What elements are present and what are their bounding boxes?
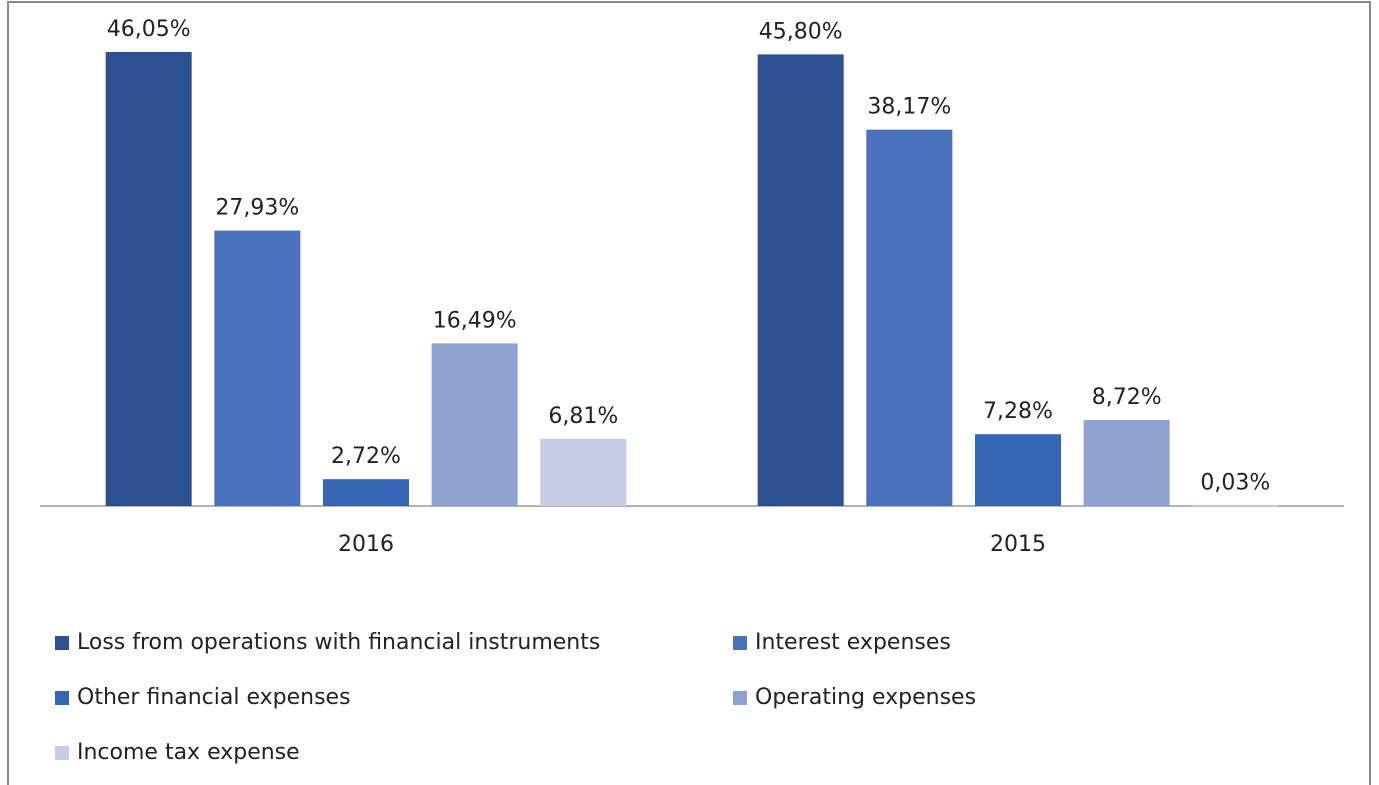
value-label: 0,03% [1200, 471, 1270, 496]
value-label: 27,93% [215, 196, 299, 221]
value-label: 6,81% [548, 404, 618, 429]
bar [757, 54, 844, 507]
bar [431, 343, 518, 506]
legend-label: Loss from operations with financial inst… [77, 630, 600, 655]
legend-label: Other financial expenses [77, 685, 351, 710]
bar [866, 129, 953, 506]
value-label: 2,72% [331, 444, 401, 469]
value-label: 46,05% [107, 17, 191, 42]
legend-label: Income tax expense [77, 740, 300, 765]
legend-label: Interest expenses [755, 630, 951, 655]
legend-swatch [55, 746, 69, 760]
bar [1083, 420, 1170, 506]
bar [975, 434, 1061, 506]
bar [540, 438, 627, 506]
x-tick-label: 2016 [338, 532, 394, 557]
value-label: 38,17% [867, 95, 951, 120]
bar [214, 230, 301, 506]
bar [323, 479, 409, 506]
legend-swatch [55, 636, 69, 650]
value-label: 7,28% [983, 399, 1053, 424]
legend-swatch [55, 691, 69, 705]
legend-swatch [733, 691, 747, 705]
chart-frame [7, 1, 1371, 785]
bar [1192, 505, 1279, 508]
legend-swatch [733, 636, 747, 650]
value-label: 45,80% [759, 19, 843, 44]
bar [105, 51, 192, 507]
x-tick-label: 2015 [990, 532, 1046, 557]
value-label: 8,72% [1092, 385, 1162, 410]
legend-label: Operating expenses [755, 685, 976, 710]
value-label: 16,49% [433, 308, 517, 333]
